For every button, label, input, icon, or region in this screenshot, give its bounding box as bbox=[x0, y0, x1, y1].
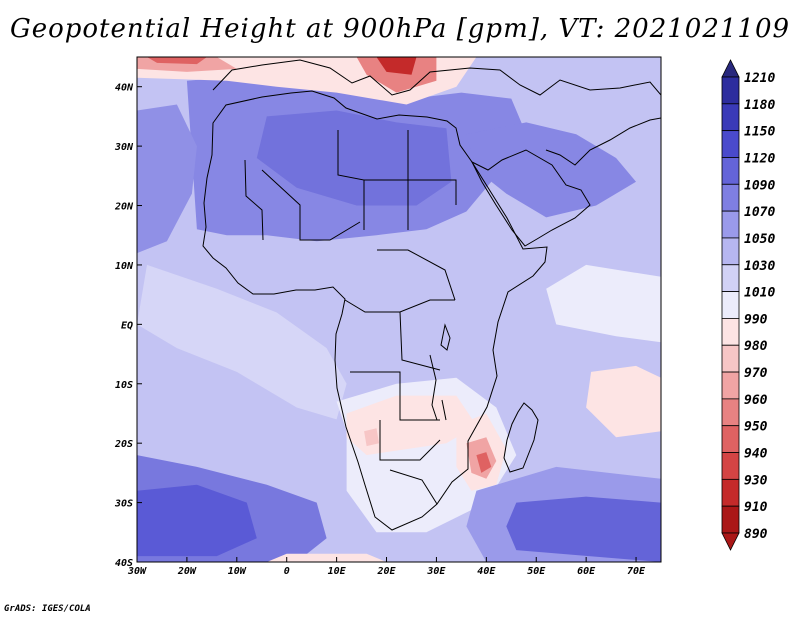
colorbar-segment bbox=[721, 425, 740, 453]
africa-coastline bbox=[202, 90, 548, 531]
colorbar-level-label: 1150 bbox=[744, 125, 775, 140]
x-tick-label: 60E bbox=[577, 566, 596, 577]
x-tick-label: 20W bbox=[177, 566, 197, 577]
y-tick-label: 30N bbox=[114, 142, 134, 153]
colorbar-level-label: 1210 bbox=[744, 71, 775, 86]
colorbar-segment bbox=[721, 291, 740, 319]
x-tick-label: 50E bbox=[527, 566, 546, 577]
field-region-balkan-low-core bbox=[376, 57, 417, 75]
internal-borders bbox=[244, 130, 457, 505]
colorbar-segment bbox=[721, 452, 740, 480]
colorbar-level-label: 1090 bbox=[744, 178, 775, 193]
colorbar-level-label: 1050 bbox=[744, 232, 775, 247]
field-region-sahara-core bbox=[256, 110, 452, 206]
x-tick-label: 10W bbox=[228, 566, 247, 577]
colorbar: 1210 1180 1150 1120 1090 1070 1050 1030 1010 990 9… bbox=[721, 59, 775, 551]
x-tick-label: 0 bbox=[284, 566, 290, 577]
coastlines-and-borders bbox=[202, 59, 661, 531]
height-field bbox=[137, 57, 661, 562]
colorbar-level-label: 890 bbox=[744, 527, 768, 542]
persian-gulf-coast bbox=[545, 117, 661, 166]
x-tick-label: 70E bbox=[627, 566, 646, 577]
y-tick-label: 40S bbox=[115, 558, 133, 569]
y-tick-label: 20N bbox=[114, 202, 134, 213]
field-region-atlantic-tropics bbox=[137, 264, 347, 420]
x-tick-label: 30W bbox=[127, 566, 147, 577]
colorbar-segment bbox=[721, 76, 740, 105]
grads-credit: GrADS: IGES/COLA bbox=[4, 604, 91, 614]
map-axes: 30W 20W 10W 0 10E 20E 30E 40E 50E 60E 70E 40N 30N 20N… bbox=[114, 83, 646, 577]
field-region-south-edge-low bbox=[266, 553, 387, 562]
colorbar-segment bbox=[721, 505, 740, 534]
colorbar-segment bbox=[721, 371, 740, 400]
y-tick-label: 20S bbox=[114, 439, 133, 450]
colorbar-segment bbox=[721, 210, 740, 239]
colorbar-level-label: 1180 bbox=[744, 98, 775, 113]
y-tick-label: 10N bbox=[115, 261, 134, 272]
y-tick-label: 40N bbox=[115, 83, 134, 94]
chart-title: Geopotential Height at 900hPa [gpm], VT:… bbox=[9, 14, 791, 44]
colorbar-segment bbox=[721, 478, 740, 507]
colorbar-segment bbox=[721, 183, 740, 212]
colorbar-segment bbox=[721, 318, 740, 346]
field-region-arabia bbox=[466, 122, 636, 218]
great-lakes bbox=[429, 323, 451, 421]
y-tick-label: EQ bbox=[121, 320, 133, 331]
colorbar-level-label: 910 bbox=[744, 500, 768, 515]
field-region-indian-ocean-east bbox=[546, 264, 661, 343]
colorbar-level-label: 960 bbox=[744, 393, 768, 408]
field-region-south-indian-high bbox=[506, 496, 661, 562]
madagascar-coastline bbox=[503, 402, 539, 473]
x-tick-label: 40E bbox=[477, 566, 496, 577]
field-region-mozambique-low-3 bbox=[476, 452, 492, 473]
colorbar-segment bbox=[721, 237, 740, 266]
colorbar-segment bbox=[721, 103, 740, 132]
colorbar-level-label: 1030 bbox=[744, 259, 775, 274]
arabia-coastline bbox=[470, 149, 591, 247]
colorbar-level-label: 1070 bbox=[744, 205, 775, 220]
colorbar-segment bbox=[721, 344, 740, 373]
colorbar-arrow-bottom bbox=[721, 532, 740, 551]
europe-coastline bbox=[212, 59, 661, 96]
colorbar-level-label: 980 bbox=[744, 339, 768, 354]
colorbar-level-label: 950 bbox=[744, 420, 768, 435]
colorbar-level-label: 1010 bbox=[744, 286, 775, 301]
field-region-indian-ocean-low bbox=[586, 365, 661, 438]
field-region-atlantic-east bbox=[137, 104, 197, 254]
field-region-angola-low bbox=[364, 428, 379, 447]
colorbar-level-label: 990 bbox=[744, 312, 768, 327]
plot-frame bbox=[136, 56, 662, 563]
colorbar-segment bbox=[721, 157, 740, 185]
colorbar-level-label: 1120 bbox=[744, 151, 775, 166]
x-tick-label: 30E bbox=[426, 566, 446, 577]
x-tick-label: 10E bbox=[328, 566, 347, 577]
colorbar-segment bbox=[721, 130, 740, 158]
colorbar-level-label: 970 bbox=[744, 366, 768, 381]
colorbar-level-label: 940 bbox=[744, 447, 768, 462]
y-tick-label: 10S bbox=[115, 380, 133, 391]
y-tick-label: 30S bbox=[114, 499, 133, 510]
colorbar-segment bbox=[721, 398, 740, 427]
colorbar-level-label: 930 bbox=[744, 473, 768, 488]
x-tick-label: 20E bbox=[376, 566, 396, 577]
field-region-mediterranean-low-3 bbox=[147, 57, 207, 65]
field-region-south-atlantic-core bbox=[137, 484, 257, 557]
colorbar-arrow-top bbox=[721, 59, 740, 78]
colorbar-segment bbox=[721, 264, 740, 292]
